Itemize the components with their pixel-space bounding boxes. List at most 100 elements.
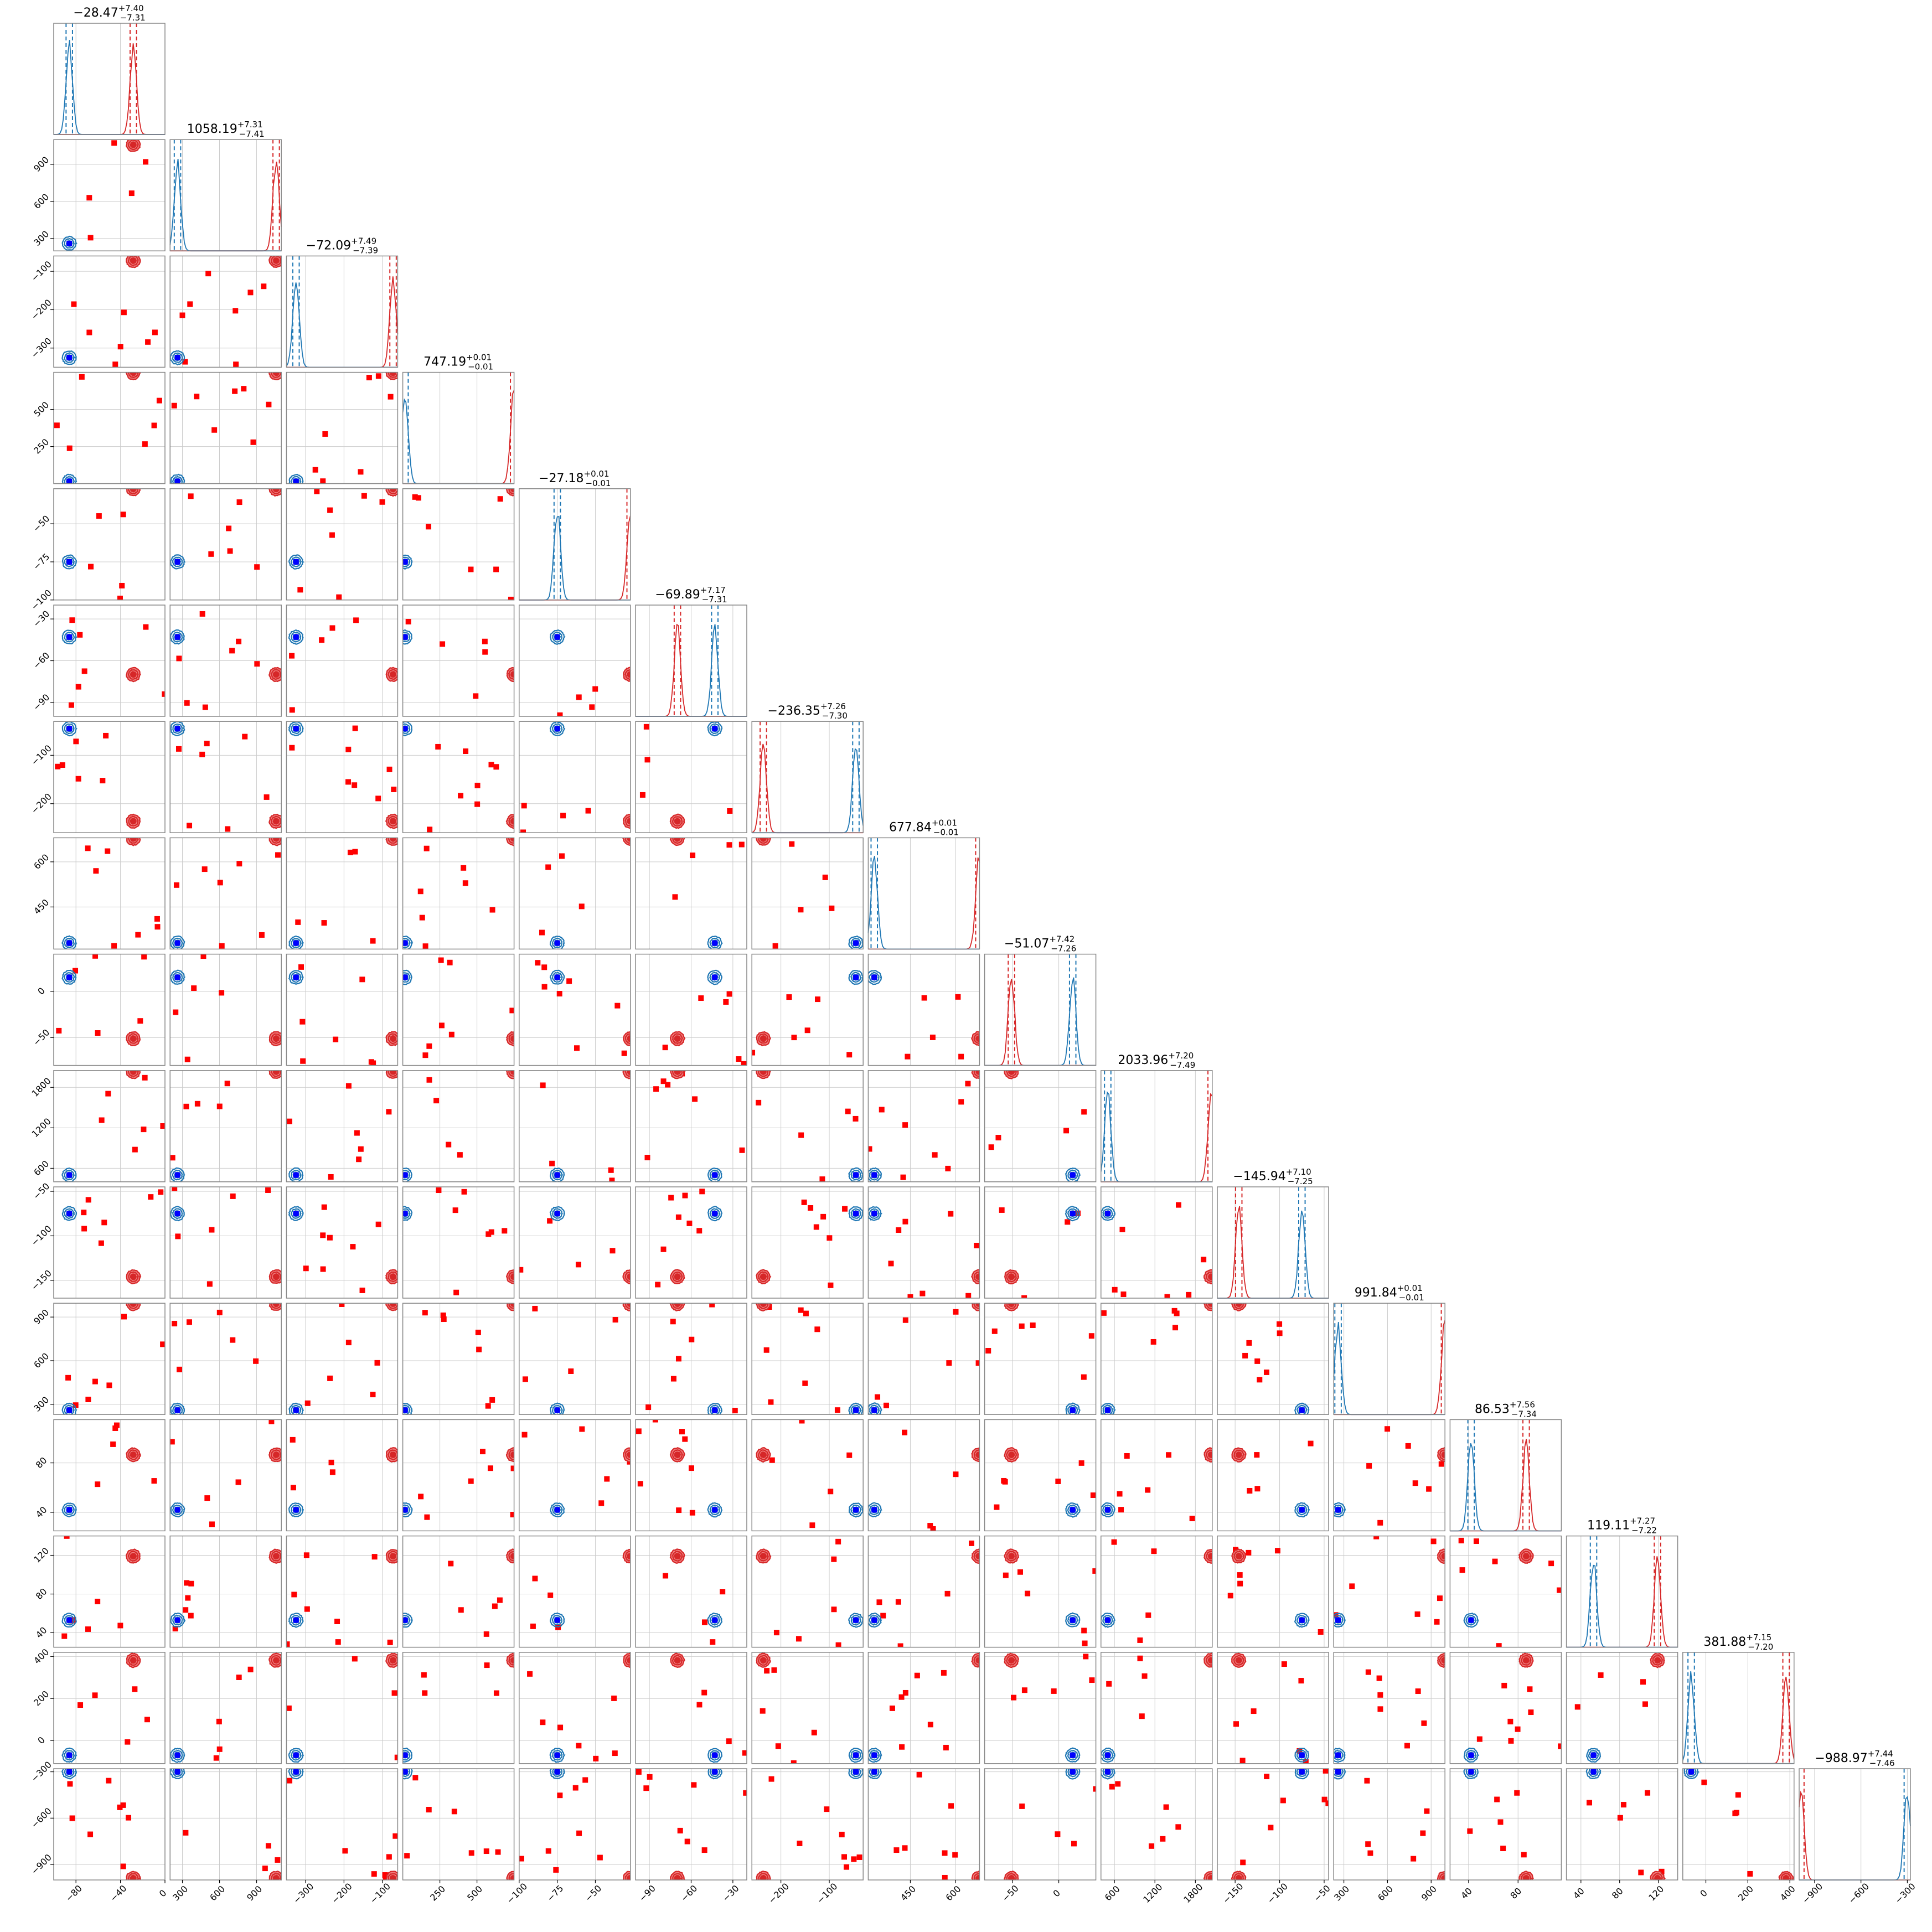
- x-tick-label: 1200: [1141, 1882, 1164, 1905]
- scatter-point: [1172, 1325, 1179, 1331]
- scatter-point: [135, 932, 141, 938]
- scatter-point: [902, 1122, 908, 1128]
- panel-14-3: [402, 1652, 515, 1764]
- panel-12-6: [751, 1419, 864, 1532]
- y-tick-label: −50: [31, 1027, 51, 1047]
- blue-density-contour: [1065, 1402, 1081, 1415]
- red-density-contour: [1207, 1451, 1212, 1459]
- panel-background: [286, 1769, 398, 1880]
- scatter-point: [423, 845, 430, 851]
- scatter-point: [582, 1777, 588, 1783]
- x-tick-label: −50: [583, 1883, 603, 1903]
- scatter-point: [191, 985, 197, 991]
- scatter-point: [88, 564, 94, 570]
- panel-frame: [169, 605, 282, 717]
- blue-density-contour: [850, 1749, 861, 1761]
- param-value: 86.53: [1475, 1402, 1510, 1416]
- scatter-point: [236, 861, 242, 867]
- scatter-point: [433, 1098, 440, 1104]
- scatter-point: [321, 920, 327, 926]
- scatter-point: [179, 312, 185, 318]
- scatter-point: [1434, 1619, 1440, 1625]
- scatter-point: [670, 1319, 676, 1325]
- blue-density-contour: [64, 237, 75, 249]
- scatter-point: [1246, 1549, 1252, 1556]
- scatter-point: [448, 1031, 454, 1037]
- blue-density-contour: [61, 473, 78, 484]
- scatter-point: [768, 1399, 774, 1405]
- blue-density-marker: [1070, 1172, 1076, 1178]
- red-density-contour: [510, 1874, 514, 1880]
- panel-8-0: −500: [31, 953, 166, 1066]
- blue-density-marker: [293, 1617, 299, 1623]
- panel-frame: [1217, 1652, 1329, 1764]
- scatter-point: [86, 195, 92, 201]
- scatter-point: [902, 1317, 908, 1323]
- blue-density-contour: [170, 629, 185, 645]
- scatter-point: [868, 1146, 872, 1152]
- red-density-contour: [1207, 1874, 1212, 1880]
- scatter-point: [160, 1341, 165, 1347]
- panel-frame: [53, 1535, 166, 1648]
- panel-frame: [984, 1070, 1097, 1182]
- blue-density-contour: [551, 1504, 563, 1516]
- panel-7-1: [169, 837, 282, 950]
- blue-density-marker: [402, 1172, 408, 1178]
- scatter-point: [675, 1214, 681, 1220]
- scatter-point: [1277, 1321, 1283, 1327]
- scatter-point: [553, 1867, 559, 1873]
- scatter-point: [679, 1429, 685, 1435]
- panel-8-3: [402, 953, 515, 1066]
- scatter-point: [1055, 1478, 1061, 1484]
- blue-density-contour: [549, 1206, 565, 1222]
- blue-density-contour: [64, 1750, 75, 1761]
- panel-frame: [53, 255, 166, 368]
- blue-density-marker: [1070, 1507, 1076, 1513]
- scatter-point: [474, 782, 481, 788]
- panel-11-10: [1217, 1303, 1329, 1415]
- blue-density-contour: [1102, 1208, 1114, 1219]
- scatter-point: [386, 1109, 392, 1115]
- blue-density-contour: [288, 554, 304, 570]
- scatter-point: [1071, 1841, 1077, 1847]
- scatter-point: [819, 1176, 825, 1182]
- scatter-point: [1426, 1486, 1432, 1492]
- blue-density-contour: [64, 1769, 75, 1778]
- panel-background: [519, 488, 631, 600]
- blue-density-contour: [64, 352, 75, 363]
- scatter-point: [112, 1425, 118, 1431]
- panel-background: [1334, 1536, 1445, 1647]
- blue-density-marker: [871, 1172, 877, 1178]
- panel-background: [984, 1303, 1096, 1415]
- scatter-point: [1501, 1682, 1507, 1688]
- panel-frame: [286, 1768, 399, 1881]
- scatter-point: [493, 566, 499, 572]
- scatter-point: [831, 1606, 837, 1613]
- scatter-point: [176, 746, 182, 752]
- scatter-point: [128, 190, 135, 197]
- scatter-point: [177, 1366, 183, 1372]
- scatter-point: [802, 1380, 808, 1386]
- blue-density-marker: [554, 1617, 560, 1623]
- panel-frame: [751, 953, 864, 1066]
- scatter-point: [117, 596, 123, 600]
- blue-density-marker: [1299, 1769, 1305, 1775]
- scatter-point: [741, 1061, 747, 1066]
- scatter-point: [329, 625, 335, 631]
- param-value: 991.84: [1355, 1286, 1397, 1300]
- red-density-contour: [510, 1657, 514, 1664]
- scatter-point: [1497, 1819, 1504, 1825]
- scatter-point: [899, 1744, 905, 1750]
- panel-frame: [635, 1535, 747, 1648]
- scatter-point: [121, 309, 127, 316]
- y-tick-label: 500: [32, 400, 51, 419]
- scatter-point: [902, 1429, 908, 1435]
- red-density-contour: [510, 671, 514, 678]
- scatter-point: [1137, 1637, 1143, 1643]
- blue-density-marker: [293, 1769, 299, 1775]
- scatter-point: [1365, 1841, 1371, 1847]
- panel-frame: [169, 837, 282, 950]
- panel-14-1: [169, 1652, 282, 1764]
- red-density-contour: [510, 1553, 514, 1560]
